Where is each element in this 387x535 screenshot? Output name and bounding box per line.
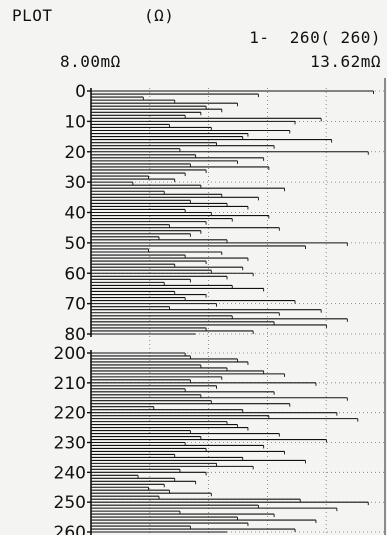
y-tick-label: 70: [64, 295, 86, 315]
plot-title: PLOT: [12, 6, 53, 25]
y-tick-label: 260: [54, 523, 86, 535]
y-tick-label: 30: [64, 173, 86, 193]
y-tick-label: 20: [64, 143, 86, 163]
y-tick-label: 250: [54, 493, 86, 513]
y-tick-label: 230: [54, 434, 86, 454]
y-tick-label: 210: [54, 374, 86, 394]
y-tick-label: 220: [54, 404, 86, 424]
y-tick-label: 200: [54, 344, 86, 364]
y-tick-label: 10: [64, 112, 86, 132]
y-tick-label: 60: [64, 264, 86, 284]
y-tick-label: 50: [64, 234, 86, 254]
y-tick-label: 40: [64, 204, 86, 224]
y-tick-label: 80: [64, 325, 86, 345]
y-tick-label: 240: [54, 463, 86, 483]
y-tick-label: 0: [75, 82, 86, 102]
range-label: 1- 260( 260): [249, 28, 381, 47]
x-max-label: 13.62mΩ: [310, 52, 381, 71]
unit-label: (Ω): [144, 6, 175, 25]
x-min-label: 8.00mΩ: [60, 52, 121, 71]
